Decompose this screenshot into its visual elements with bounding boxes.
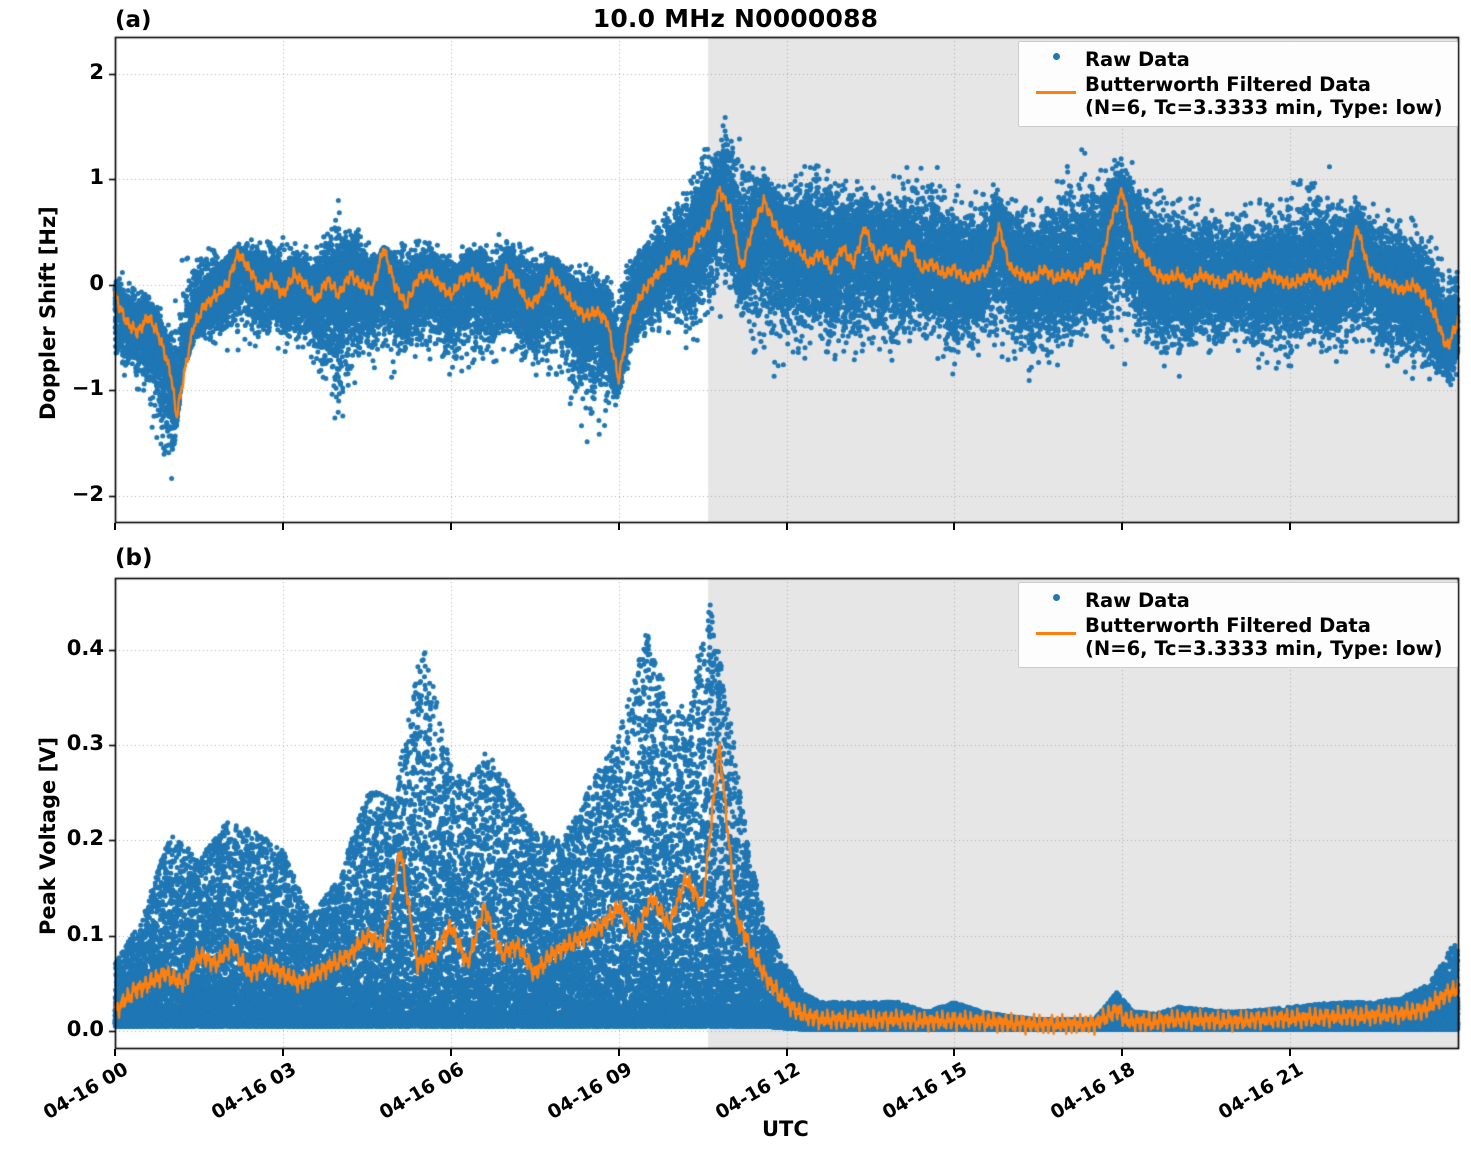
xaxis-tick-mark [450,1049,452,1056]
xaxis-tick-mark [1289,523,1291,530]
xaxis-tick-mark [1289,1049,1291,1056]
panel-a-ytick: 1 [89,165,104,190]
panel-a-ytick: 2 [89,59,104,84]
xaxis-tick-mark [1121,523,1123,530]
xaxis-tick-mark [282,523,284,530]
xaxis-tick-mark [786,1049,788,1056]
panel-b-ytick: 0.3 [66,730,104,755]
panel-a-ytick: 0 [89,270,104,295]
panel-b-ytick: 0.1 [66,921,104,946]
panel-a-ytick: −1 [71,376,104,401]
panel-a-ytick: −2 [71,481,104,506]
xaxis-tick-mark [618,523,620,530]
xaxis-tick-mark [114,523,116,530]
panel-b-ytick: 0.0 [66,1016,104,1041]
xaxis-tick-mark [618,1049,620,1056]
xaxis-tick-mark [786,523,788,530]
xaxis-tick-mark [953,1049,955,1056]
panel-b-ytick: 0.2 [66,826,104,851]
xaxis-tick-mark [450,523,452,530]
xaxis-tick-mark [114,1049,116,1056]
xaxis-tick-mark [953,523,955,530]
xaxis-tick-mark [282,1049,284,1056]
xaxis-tick-mark [1121,1049,1123,1056]
panel-b-ytick: 0.4 [66,635,104,660]
